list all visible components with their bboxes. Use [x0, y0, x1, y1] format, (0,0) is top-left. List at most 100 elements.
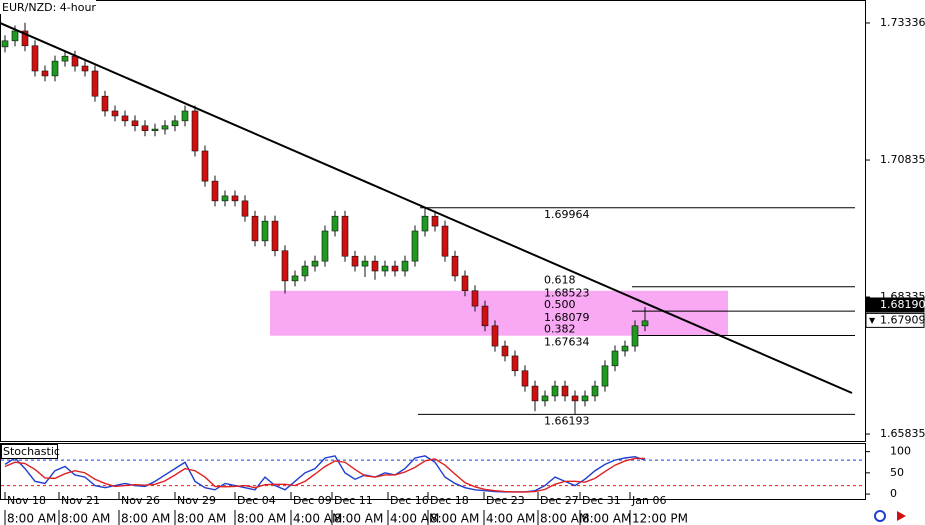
- candle-body: [291, 275, 299, 282]
- candle-body: [221, 195, 229, 202]
- x-tick-time: 4:00 AM: [486, 512, 535, 525]
- stoch-line: [4, 455, 646, 493]
- y-tick-label: 1.73336: [880, 16, 925, 29]
- x-tick-label: Dec 27: [540, 494, 579, 507]
- candle-body: [161, 125, 169, 130]
- x-tick-time: 8:00 AM: [237, 512, 286, 525]
- price-label-box: [865, 297, 925, 313]
- candle-body: [171, 120, 179, 127]
- y-tick-label: 100: [890, 445, 911, 458]
- price-marker: ▼: [869, 316, 876, 325]
- candle-body: [411, 230, 419, 262]
- x-tick-label: Dec 18: [430, 494, 469, 507]
- level-ratio: 0.618: [544, 274, 576, 287]
- zone: [270, 290, 728, 336]
- candle-body: [151, 128, 159, 132]
- candle-body: [431, 215, 439, 227]
- candle-body: [401, 260, 409, 272]
- candle-body: [361, 260, 369, 267]
- price-label-box: [865, 312, 925, 328]
- x-tick-label: Jan 06: [631, 494, 666, 507]
- candle-body: [441, 225, 449, 257]
- y-tick-label: 1.70835: [880, 153, 925, 166]
- candle-body: [111, 110, 119, 117]
- candle-body: [41, 70, 49, 77]
- level-value: 1.68523: [544, 287, 590, 300]
- chart-title: EUR/NZD: 4-hour: [2, 1, 96, 14]
- candle-body: [531, 385, 539, 402]
- title-box: [0, 0, 96, 14]
- candle-body: [581, 395, 589, 402]
- candle-body: [511, 355, 519, 372]
- x-tick-label: Dec 11: [334, 494, 373, 507]
- candle-body: [321, 230, 329, 262]
- x-tick-label: Nov 26: [121, 494, 160, 507]
- x-tick-label: Dec 16: [390, 494, 429, 507]
- candle-body: [201, 150, 209, 182]
- stoch-title: Stochastic: [3, 445, 60, 458]
- price-label: 1.68190: [880, 298, 925, 311]
- candle-body: [21, 30, 29, 47]
- x-tick-time: 8:00 AM: [177, 512, 226, 525]
- candle-body: [131, 120, 139, 127]
- candle-body: [391, 265, 399, 272]
- candle-body: [91, 70, 99, 97]
- candle-body: [191, 110, 199, 152]
- candle-body: [271, 220, 279, 252]
- candle-body: [261, 220, 269, 242]
- candle-body: [181, 110, 189, 122]
- candle-body: [481, 305, 489, 327]
- candle-body: [601, 365, 609, 387]
- x-tick-time: 8:00 AM: [540, 512, 589, 525]
- level-value: 1.66193: [544, 414, 590, 427]
- x-tick-label: Dec 31: [582, 494, 621, 507]
- candle-body: [351, 255, 359, 267]
- stoch-title-box: [1, 444, 58, 459]
- candle-body: [81, 65, 89, 72]
- candle-body: [461, 275, 469, 292]
- candle-body: [541, 395, 549, 402]
- x-tick-time: 4:00 AM: [390, 512, 439, 525]
- candle-body: [121, 115, 129, 122]
- x-tick-time: 12:00 PM: [632, 512, 688, 525]
- candle-body: [371, 260, 379, 272]
- candle-body: [381, 265, 389, 272]
- x-tick-time: 8:00 AM: [582, 512, 631, 525]
- candle-body: [421, 215, 429, 232]
- x-tick-label: Dec 23: [486, 494, 525, 507]
- candle-body: [501, 345, 509, 357]
- candle-body: [101, 95, 109, 112]
- x-tick-time: 8:00 AM: [7, 512, 56, 525]
- x-tick-label: Nov 21: [61, 494, 100, 507]
- stoch-frame: [0, 443, 866, 500]
- x-tick-label: Dec 04: [237, 494, 276, 507]
- candle-body: [641, 320, 649, 327]
- candle-body: [61, 55, 69, 62]
- x-tick-label: Nov 29: [177, 494, 216, 507]
- candle-body: [71, 55, 79, 67]
- x-tick-time: 8:00 AM: [61, 512, 110, 525]
- x-tick-time: 8:00 AM: [334, 512, 383, 525]
- icons: [874, 510, 906, 522]
- candle-body: [231, 195, 239, 202]
- main-frame: [0, 0, 866, 442]
- candle-body: [31, 45, 39, 72]
- candle-body: [491, 325, 499, 347]
- candle-body: [311, 260, 319, 267]
- trendline: [0, 22, 853, 394]
- x-tick-time: 4:00 AM: [293, 512, 342, 525]
- candle-body: [341, 215, 349, 257]
- y-tick-label: 0: [890, 487, 897, 500]
- candle-body: [281, 250, 289, 282]
- candle-body: [631, 325, 639, 347]
- candle-body: [451, 255, 459, 277]
- y-tick-label: 1.65835: [880, 427, 925, 440]
- candle-body: [621, 345, 629, 352]
- y-tick-label: 50: [890, 466, 904, 479]
- icon: [874, 510, 886, 522]
- candle-body: [1, 40, 9, 48]
- candle-body: [611, 350, 619, 367]
- x-tick-time: 8:00 AM: [121, 512, 170, 525]
